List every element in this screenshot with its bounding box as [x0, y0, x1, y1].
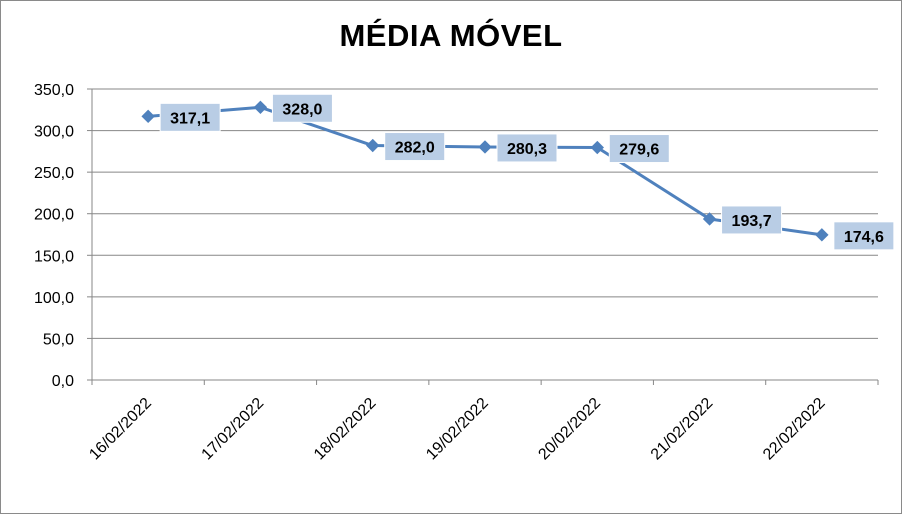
- x-tick-label: 21/02/2022: [648, 395, 717, 464]
- data-label: 193,7: [732, 213, 772, 230]
- data-point-marker: [253, 100, 268, 114]
- data-label-box: [721, 205, 783, 235]
- y-tick-label: 250,0: [34, 165, 74, 182]
- data-point-marker: [141, 109, 155, 124]
- series-line-path: [148, 105, 823, 237]
- data-point-marker: [815, 228, 829, 242]
- series-line: [141, 100, 829, 242]
- data-point-marker: [366, 138, 380, 153]
- axes: [87, 88, 879, 385]
- data-label-box: [159, 102, 221, 132]
- x-tick-label: 20/02/2022: [535, 395, 604, 464]
- data-label-box: [496, 133, 558, 163]
- data-label: 282,0: [395, 140, 435, 157]
- data-label: 328,0: [282, 101, 322, 118]
- data-label-box: [271, 93, 333, 123]
- data-label: 174,6: [844, 229, 884, 246]
- data-label: 317,1: [170, 110, 210, 127]
- x-tick-label: 18/02/2022: [311, 395, 380, 464]
- data-label: 279,6: [619, 142, 659, 159]
- y-tick-label: 0,0: [52, 373, 74, 390]
- data-point-marker: [478, 140, 492, 154]
- chart-title: MÉDIA MÓVEL: [339, 18, 563, 53]
- y-tick-label: 150,0: [34, 248, 74, 265]
- y-tick-label: 200,0: [34, 207, 74, 224]
- y-tick-label: 100,0: [34, 290, 74, 307]
- data-labels: 317,1 328,0 282,0 280,3 279,6 193,7 174,6: [159, 93, 895, 251]
- data-label-box: [833, 221, 895, 251]
- y-tick-label: 50,0: [43, 331, 74, 348]
- data-point-marker: [590, 140, 604, 155]
- x-tick-label: 16/02/2022: [86, 395, 155, 464]
- x-tick-label: 17/02/2022: [199, 395, 268, 464]
- data-point-marker: [702, 212, 717, 226]
- x-tick-label: 22/02/2022: [760, 395, 829, 464]
- data-label-box: [384, 132, 446, 162]
- y-tick-label: 350,0: [34, 82, 74, 99]
- data-label-box: [608, 134, 670, 164]
- y-tick-label: 300,0: [34, 124, 74, 141]
- data-label: 280,3: [507, 141, 547, 158]
- x-tick-label: 19/02/2022: [423, 395, 492, 464]
